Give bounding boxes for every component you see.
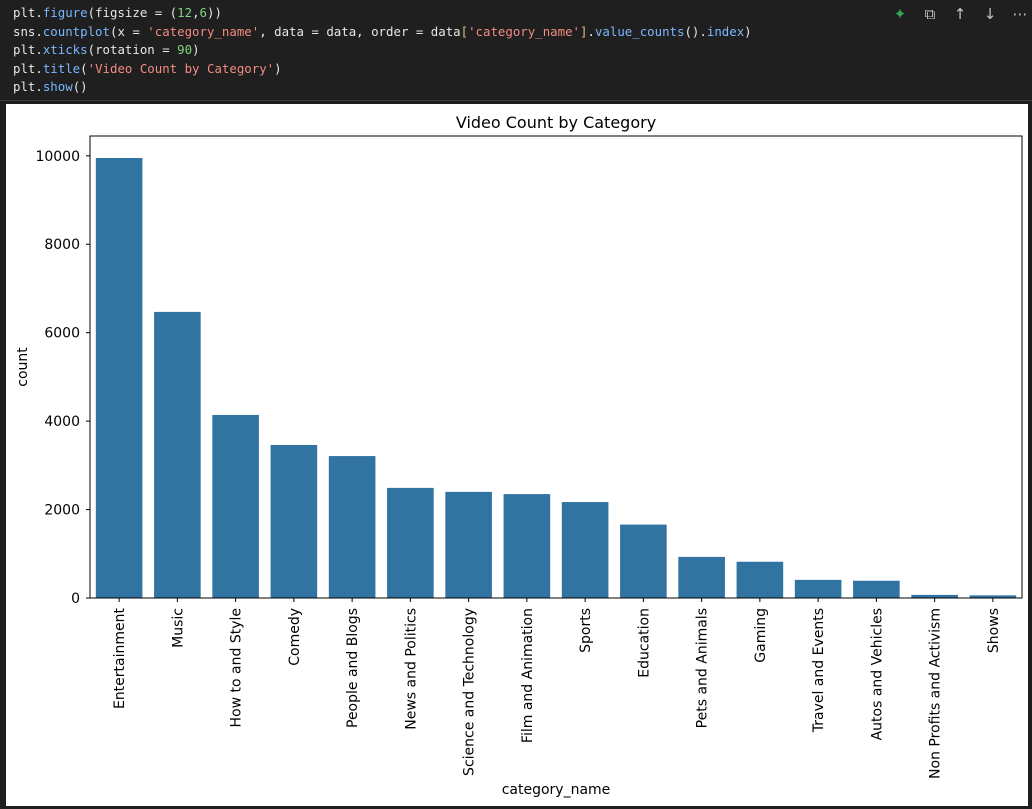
bar bbox=[328, 456, 376, 598]
bar-chart: 0 2000 4000 6000 8000 10000 Entertainment Music… bbox=[15, 113, 1023, 798]
y-tick-label: 4000 bbox=[44, 414, 80, 430]
code-line: plt.title('Video Count by Category') bbox=[13, 60, 752, 79]
x-tick-label: Gaming bbox=[753, 608, 769, 663]
code-cell[interactable]: plt.figure(figsize = (12,6)) sns.countplo… bbox=[0, 0, 1032, 101]
cell-toolbar: ✦ ⧉ ↑ ↓ ⋯ bbox=[890, 3, 1032, 25]
x-tick-label: Shows bbox=[986, 608, 1002, 653]
axes-frame bbox=[89, 135, 1023, 599]
y-tick-label: 6000 bbox=[44, 326, 80, 342]
x-tick-label: Film and Animation bbox=[520, 608, 536, 743]
x-tick-label: Non Profits and Activism bbox=[928, 608, 944, 779]
x-tick-label: Science and Technology bbox=[462, 608, 478, 776]
more-icon[interactable]: ⋯ bbox=[1012, 5, 1028, 23]
bar bbox=[561, 502, 609, 598]
code-token: ) bbox=[744, 23, 752, 39]
code-token: figure bbox=[42, 5, 88, 20]
x-tick-label: News and Politics bbox=[403, 608, 419, 730]
bar bbox=[503, 494, 551, 598]
x-tick-label: Education bbox=[636, 608, 652, 678]
bar bbox=[736, 561, 784, 598]
cell-output: 0 2000 4000 6000 8000 10000 Entertainment Music… bbox=[0, 101, 1032, 809]
code-token: (x = bbox=[109, 23, 148, 39]
x-tick-label: Comedy bbox=[287, 608, 303, 666]
code-token: 12 bbox=[177, 5, 193, 20]
y-tick-label: 10000 bbox=[35, 149, 80, 165]
arrow-down-icon[interactable]: ↓ bbox=[983, 5, 997, 23]
arrow-up-icon[interactable]: ↑ bbox=[953, 5, 967, 23]
y-tick-label: 0 bbox=[71, 591, 80, 607]
code-token: value_counts bbox=[594, 23, 685, 39]
code-token: 'category_name' bbox=[468, 23, 580, 39]
code-token: ] bbox=[580, 23, 588, 39]
code-token: plt. bbox=[13, 79, 43, 95]
code-line: plt.show() bbox=[13, 78, 752, 97]
code-token: sns. bbox=[13, 23, 43, 39]
code-line: sns.countplot(x = 'category_name', data … bbox=[13, 23, 752, 42]
code-token: plt. bbox=[13, 42, 43, 58]
code-token: () bbox=[72, 79, 88, 95]
code-token: ) bbox=[274, 60, 282, 76]
x-tick-label: Music bbox=[170, 608, 186, 648]
y-axis-label: count bbox=[15, 347, 31, 387]
x-tick-label: Travel and Events bbox=[811, 608, 827, 733]
code-token: (). bbox=[684, 23, 707, 39]
bar bbox=[387, 487, 434, 598]
code-token: xticks bbox=[42, 42, 88, 58]
code-token: [ bbox=[460, 23, 469, 39]
code-token: 'category_name' bbox=[147, 23, 260, 39]
copy-icon[interactable]: ⧉ bbox=[924, 5, 936, 23]
code-token: index bbox=[706, 23, 745, 39]
bar bbox=[154, 311, 201, 598]
bar bbox=[969, 595, 1017, 598]
bar bbox=[678, 556, 725, 598]
code-token: ) bbox=[192, 42, 200, 58]
code-token: (rotation = bbox=[87, 42, 178, 58]
code-token: show bbox=[42, 79, 73, 95]
x-axis-label: category_name bbox=[502, 782, 611, 798]
x-tick-label: Sports bbox=[578, 608, 594, 653]
bar bbox=[212, 414, 259, 598]
code-line: plt.figure(figsize = (12,6)) bbox=[13, 4, 752, 23]
y-tick-label: 2000 bbox=[44, 503, 80, 519]
bar bbox=[853, 580, 900, 598]
code-token: 90 bbox=[177, 42, 193, 58]
code-token: ( bbox=[80, 60, 88, 76]
bar bbox=[911, 594, 958, 598]
bar bbox=[95, 158, 143, 598]
code-token: )) bbox=[207, 5, 222, 20]
code-token: countplot bbox=[42, 23, 110, 39]
code-token: 'Video Count by Category' bbox=[87, 60, 275, 76]
code-token: plt. bbox=[13, 5, 43, 20]
code-token: , bbox=[192, 5, 200, 20]
code-token: . bbox=[587, 23, 595, 39]
x-tick-label: Entertainment bbox=[112, 607, 128, 709]
x-tick-label: People and Blogs bbox=[345, 608, 361, 728]
sparkle-icon[interactable]: ✦ bbox=[893, 5, 907, 23]
code-token: , data = data, order = data bbox=[259, 23, 461, 39]
y-tick-label: 8000 bbox=[44, 237, 80, 253]
bar bbox=[794, 579, 842, 598]
chart-title: Video Count by Category bbox=[456, 113, 656, 132]
x-tick-label: Pets and Animals bbox=[695, 608, 711, 728]
x-tick-label: How to and Style bbox=[229, 608, 245, 727]
code-token: 6 bbox=[199, 5, 207, 20]
code-line: plt.xticks(rotation = 90) bbox=[13, 41, 752, 60]
bar bbox=[445, 491, 492, 598]
x-tick-label: Autos and Vehicles bbox=[869, 608, 885, 740]
bar bbox=[270, 445, 318, 598]
code-token: plt. bbox=[13, 60, 43, 76]
code-token: (figsize = ( bbox=[87, 5, 178, 20]
code-token: title bbox=[42, 60, 81, 76]
bar bbox=[620, 524, 667, 598]
code-editor[interactable]: plt.figure(figsize = (12,6)) sns.countplo… bbox=[13, 4, 752, 97]
plot-image: 0 2000 4000 6000 8000 10000 Entertainment Music… bbox=[6, 104, 1028, 806]
